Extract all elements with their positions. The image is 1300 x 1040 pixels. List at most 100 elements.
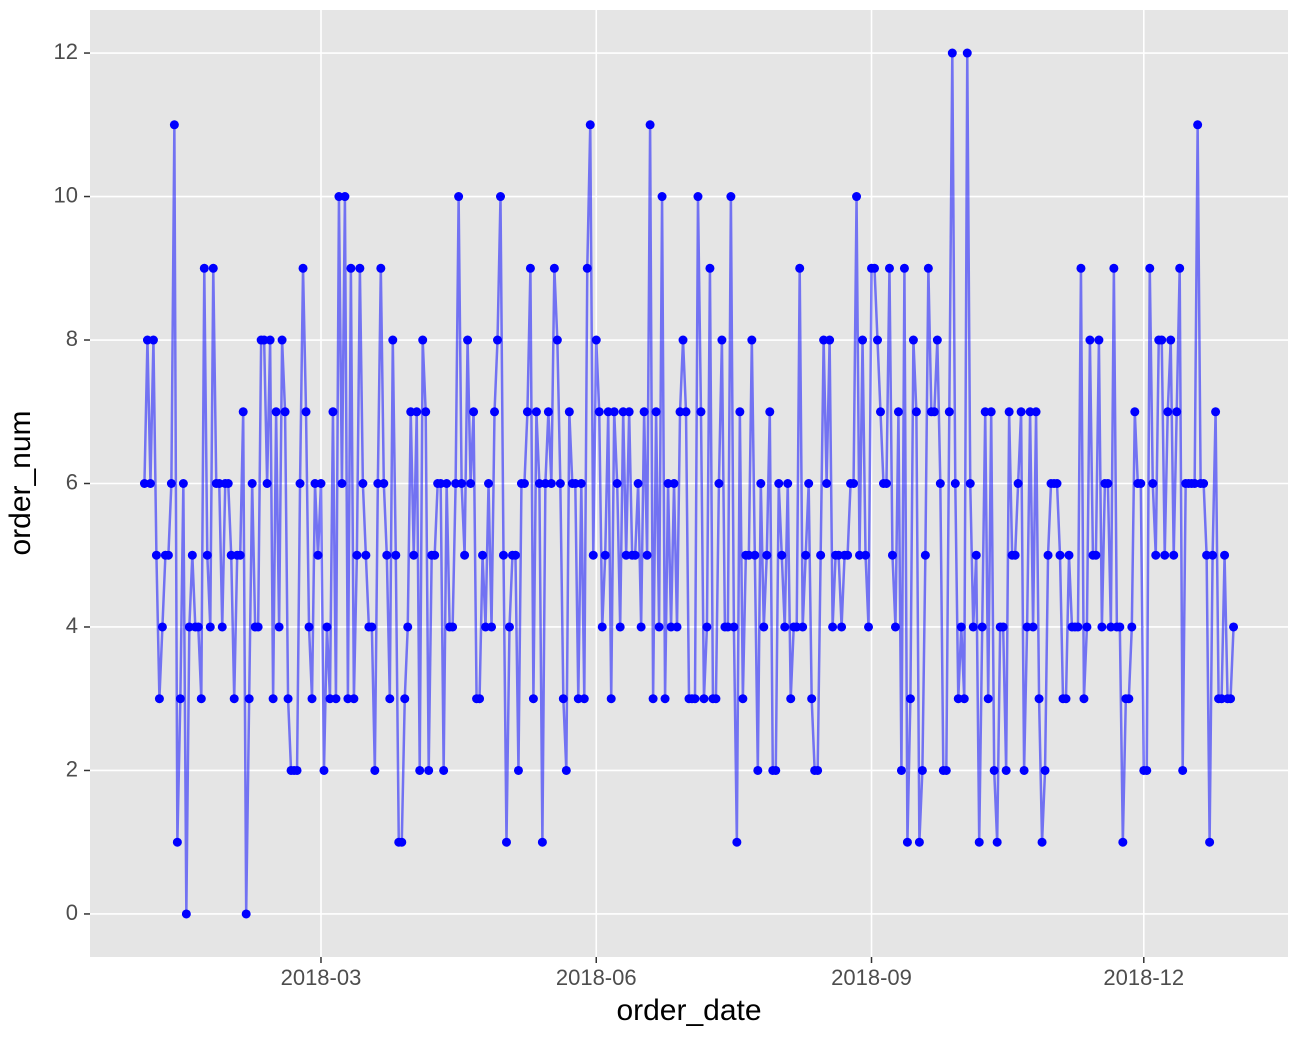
x-tick-label: 2018-06: [556, 965, 637, 990]
data-point: [148, 335, 158, 345]
data-point: [929, 407, 939, 417]
data-point: [944, 407, 954, 417]
data-point: [555, 479, 565, 488]
data-point: [358, 479, 368, 488]
data-point: [1019, 765, 1029, 775]
data-point: [642, 550, 652, 560]
data-point: [759, 622, 769, 632]
data-point: [678, 335, 688, 345]
y-tick-label: 10: [54, 182, 78, 207]
data-point: [1037, 837, 1047, 847]
data-point: [1163, 407, 1173, 417]
data-point: [346, 263, 356, 273]
data-point: [1076, 263, 1086, 273]
data-point: [484, 479, 494, 488]
data-point: [504, 622, 514, 632]
data-point: [367, 622, 377, 632]
data-point: [1220, 550, 1230, 560]
data-point: [828, 622, 838, 632]
data-point: [1169, 550, 1179, 560]
data-point: [1229, 622, 1239, 632]
data-point: [454, 192, 464, 202]
data-point: [328, 407, 338, 417]
data-point: [537, 837, 547, 847]
data-point: [962, 48, 972, 58]
y-tick-label: 0: [66, 900, 78, 925]
data-point: [247, 479, 257, 488]
data-point: [884, 263, 894, 273]
data-point: [262, 479, 272, 488]
data-point: [457, 479, 467, 488]
data-point: [337, 479, 347, 488]
data-point: [753, 765, 763, 775]
data-point: [361, 550, 371, 560]
data-point: [196, 694, 206, 704]
data-point: [490, 407, 500, 417]
data-point: [1052, 479, 1062, 488]
data-point: [654, 622, 664, 632]
data-point: [178, 479, 188, 488]
data-point: [1040, 765, 1050, 775]
data-point: [1016, 407, 1026, 417]
data-point: [331, 694, 341, 704]
data-point: [591, 335, 601, 345]
data-point: [875, 407, 885, 417]
data-point: [726, 192, 736, 202]
data-point: [965, 479, 975, 488]
data-point: [1079, 694, 1089, 704]
data-point: [1031, 407, 1041, 417]
data-point: [352, 550, 362, 560]
data-point: [777, 550, 787, 560]
data-point: [786, 694, 796, 704]
data-point: [735, 407, 745, 417]
data-point: [319, 765, 329, 775]
data-point: [1130, 407, 1140, 417]
data-point: [690, 694, 700, 704]
data-point: [983, 694, 993, 704]
data-point: [415, 765, 425, 775]
data-point: [1010, 550, 1020, 560]
data-point: [1115, 622, 1125, 632]
data-point: [376, 263, 386, 273]
data-point: [1157, 335, 1167, 345]
data-point: [1199, 479, 1209, 488]
data-point: [202, 550, 212, 560]
data-point: [403, 622, 413, 632]
data-point: [274, 622, 284, 632]
data-point: [672, 622, 682, 632]
data-point: [858, 335, 868, 345]
data-point: [714, 479, 724, 488]
data-point: [600, 550, 610, 560]
data-point: [513, 765, 523, 775]
data-point: [1145, 263, 1155, 273]
data-point: [911, 407, 921, 417]
data-point: [582, 263, 592, 273]
data-point: [430, 550, 440, 560]
data-point: [519, 479, 529, 488]
data-point: [771, 765, 781, 775]
data-point: [277, 335, 287, 345]
data-point: [268, 694, 278, 704]
data-point: [1118, 837, 1128, 847]
data-point: [804, 479, 814, 488]
data-point: [1085, 335, 1095, 345]
data-point: [510, 550, 520, 560]
data-point: [705, 263, 715, 273]
data-point: [914, 837, 924, 847]
data-point: [1175, 263, 1185, 273]
data-point: [564, 407, 574, 417]
data-point: [1211, 407, 1221, 417]
data-point: [169, 120, 179, 130]
data-point: [253, 622, 263, 632]
data-point: [861, 550, 871, 560]
y-tick-label: 2: [66, 756, 78, 781]
data-point: [382, 550, 392, 560]
data-point: [738, 694, 748, 704]
data-point: [244, 694, 254, 704]
data-point: [412, 407, 422, 417]
data-point: [597, 622, 607, 632]
data-point: [187, 550, 197, 560]
data-point: [421, 407, 431, 417]
data-point: [729, 622, 739, 632]
data-point: [998, 622, 1008, 632]
